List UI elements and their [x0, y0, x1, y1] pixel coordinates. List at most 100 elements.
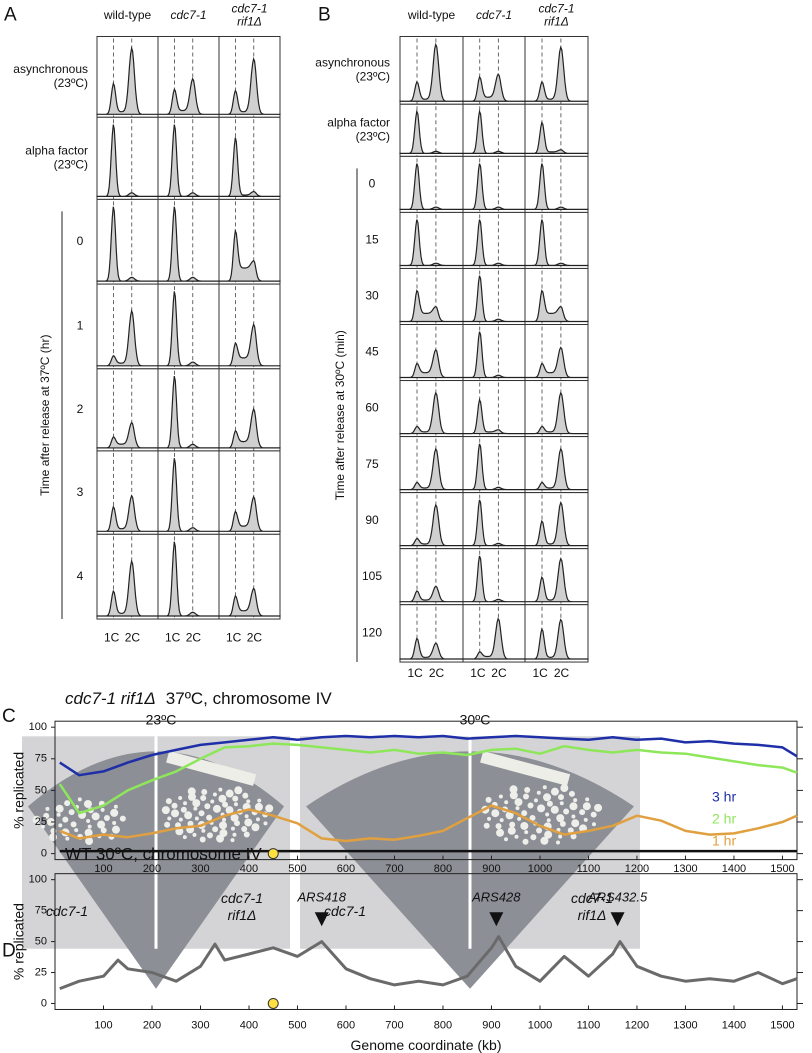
- colony: [86, 819, 91, 824]
- x-tick-label: 400: [240, 863, 258, 875]
- x-tick-label: 1300: [673, 1020, 697, 1032]
- panel-letter: A: [4, 5, 17, 26]
- colony: [499, 818, 504, 823]
- condition-label: (23ºC): [54, 76, 88, 90]
- colony: [496, 828, 505, 837]
- colony: [546, 818, 551, 823]
- colony: [233, 802, 238, 807]
- colony: [521, 810, 528, 817]
- histogram: [399, 163, 464, 211]
- x-tick-label: 800: [434, 863, 452, 875]
- strain-label: cdc7-1: [324, 903, 366, 919]
- colony: [585, 797, 590, 802]
- colony: [199, 836, 206, 843]
- histogram: [524, 163, 589, 211]
- histogram: [462, 219, 526, 267]
- x-tick-label: 1000: [528, 1020, 552, 1032]
- colony: [568, 790, 575, 797]
- histogram: [218, 495, 281, 532]
- colony: [524, 786, 531, 793]
- dna-label: 1C: [165, 631, 181, 645]
- colony: [222, 817, 227, 822]
- y-tick-label: 25: [35, 816, 47, 828]
- dna-label: 2C: [186, 631, 202, 645]
- colony: [219, 821, 228, 830]
- annotation-label: ARS418: [297, 889, 347, 904]
- colony: [192, 799, 201, 808]
- dna-label: 2C: [491, 666, 507, 680]
- colony: [495, 823, 502, 830]
- colony: [210, 799, 215, 804]
- colony: [556, 814, 565, 823]
- histogram: [218, 228, 281, 282]
- histogram: [462, 163, 526, 211]
- x-tick-label: 1400: [722, 1020, 746, 1032]
- colony: [517, 816, 522, 821]
- colony: [246, 799, 251, 804]
- histogram: [399, 42, 464, 102]
- colony: [559, 820, 566, 827]
- colony: [113, 804, 118, 809]
- column-header: cdc7-1: [538, 1, 574, 15]
- annotation-arrow: [489, 912, 504, 927]
- x-tick-label: 1100: [577, 863, 601, 875]
- colony: [505, 811, 514, 820]
- histogram-cell: [462, 548, 526, 606]
- colony-streak: [166, 750, 257, 786]
- time-label: 3: [77, 485, 84, 499]
- colony: [204, 803, 211, 810]
- histogram-cell: [96, 198, 159, 285]
- histogram: [96, 421, 159, 449]
- condition-label: (23ºC): [356, 129, 390, 143]
- colony: [263, 821, 268, 826]
- colony: [254, 802, 263, 811]
- colony: [504, 800, 509, 805]
- colony: [558, 834, 563, 839]
- colony: [32, 815, 41, 824]
- colony: [171, 809, 180, 818]
- colony: [523, 793, 530, 800]
- x-tick-label: 1300: [673, 863, 697, 875]
- histogram: [462, 109, 526, 154]
- histogram: [157, 124, 220, 197]
- y-tick-label: 0: [41, 997, 47, 1009]
- colony: [184, 811, 193, 820]
- colony: [557, 794, 564, 801]
- colony: [84, 828, 93, 837]
- colony: [70, 821, 77, 828]
- colony: [563, 808, 570, 815]
- temperature-label: 30ºC: [460, 711, 491, 727]
- histogram: [524, 289, 589, 323]
- histogram: [157, 206, 220, 282]
- colony: [225, 806, 234, 815]
- condition-label: asynchronous: [315, 56, 390, 70]
- annotation-arrow: [610, 912, 625, 927]
- colony: [74, 828, 79, 833]
- x-tick-label: 800: [434, 1020, 452, 1032]
- histogram: [218, 56, 281, 115]
- colony: [230, 813, 239, 822]
- colony: [483, 822, 490, 829]
- histogram: [462, 331, 526, 379]
- histogram-cell: [524, 103, 589, 157]
- colony: [161, 806, 170, 815]
- centromere-marker: [267, 997, 279, 1009]
- histogram: [157, 375, 220, 449]
- colony: [111, 825, 120, 834]
- histogram: [524, 219, 589, 267]
- colony: [64, 800, 71, 807]
- colony: [507, 826, 516, 835]
- colony: [583, 817, 588, 822]
- dna-label: 1C: [470, 666, 486, 680]
- time-label: 15: [365, 233, 379, 247]
- colony: [167, 816, 172, 821]
- histogram-cell: [399, 103, 464, 157]
- colony: [571, 819, 580, 828]
- condition-label: alpha factor: [25, 144, 88, 158]
- histogram: [96, 559, 159, 617]
- x-tick-label: 600: [337, 863, 355, 875]
- colony: [579, 809, 586, 816]
- histogram: [524, 501, 589, 547]
- time-label: 0: [77, 234, 84, 248]
